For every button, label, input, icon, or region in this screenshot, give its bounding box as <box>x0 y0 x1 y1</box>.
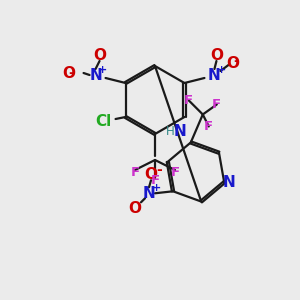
Text: +: + <box>217 65 226 75</box>
Text: N: N <box>174 124 187 139</box>
Text: O: O <box>226 56 239 70</box>
Text: N: N <box>208 68 221 82</box>
Text: F: F <box>204 120 213 133</box>
Text: Cl: Cl <box>95 113 112 128</box>
Text: -: - <box>234 54 239 68</box>
Text: N: N <box>223 175 236 190</box>
Text: O: O <box>210 47 223 62</box>
Text: -: - <box>69 66 74 80</box>
Text: F: F <box>150 175 160 188</box>
Text: O: O <box>128 201 142 216</box>
Text: -: - <box>156 163 162 177</box>
Text: F: F <box>184 94 194 107</box>
Text: F: F <box>170 167 180 179</box>
Text: O: O <box>63 65 76 80</box>
Text: +: + <box>98 65 107 75</box>
Text: F: F <box>212 98 221 111</box>
Text: N: N <box>142 186 155 201</box>
Text: H: H <box>166 125 175 138</box>
Text: N: N <box>89 68 102 82</box>
Text: F: F <box>130 167 140 179</box>
Text: +: + <box>152 183 160 193</box>
Text: O: O <box>145 167 158 182</box>
Text: O: O <box>93 47 106 62</box>
